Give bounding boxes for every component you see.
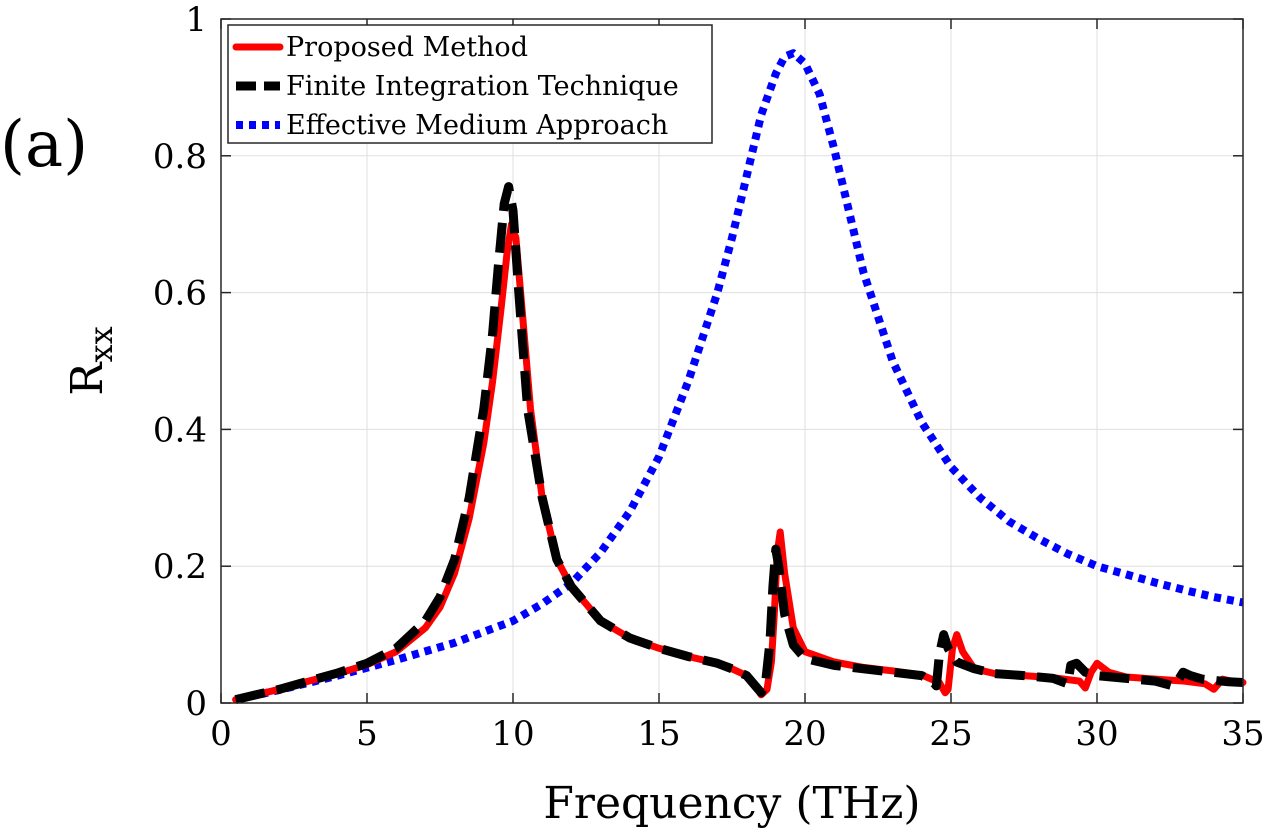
legend-label: Finite Integration Technique: [286, 71, 679, 102]
x-tick-label: 35: [1221, 714, 1264, 754]
y-tick-label: 1: [185, 0, 207, 40]
y-tick-label: 0.8: [153, 137, 207, 177]
y-tick-label: 0.2: [153, 547, 207, 587]
legend-item: Proposed Method: [232, 32, 528, 63]
plot-frame: [220, 18, 1244, 704]
panel-label: (a): [0, 108, 89, 182]
y-tick-label: 0: [185, 684, 207, 724]
y-axis-title-main: R: [62, 361, 113, 396]
x-tick-label: 25: [929, 714, 972, 754]
x-tick-label: 0: [210, 714, 232, 754]
series-effective-medium-approach: [234, 49, 1244, 704]
y-tick-label: 0.6: [153, 274, 207, 314]
y-axis-title: Rxx: [62, 326, 120, 395]
y-tick-label: 0.4: [153, 410, 207, 450]
legend-label: Proposed Method: [286, 32, 528, 63]
legend-item: Finite Integration Technique: [236, 71, 679, 102]
legend-label: Effective Medium Approach: [286, 110, 668, 141]
legend-item: Effective Medium Approach: [236, 110, 668, 141]
x-tick-label: 30: [1075, 714, 1118, 754]
ticks: 0 5 10 15 20 25 30 35 0 0.2 0.4 0.6 0.8 1: [153, 0, 1265, 754]
x-tick-label: 5: [356, 714, 378, 754]
x-axis-title: Frequency (THz): [543, 778, 920, 829]
x-tick-label: 10: [491, 714, 534, 754]
y-axis-title-sub: xx: [82, 326, 120, 362]
series-proposed-method: [232, 220, 1247, 704]
series-finite-integration-technique: [234, 182, 1244, 704]
legend-items: Proposed Method Finite Integration Techni…: [232, 32, 679, 141]
legend: Proposed Method Finite Integration Techni…: [227, 24, 713, 144]
series-layer: [232, 49, 1247, 704]
x-tick-label: 20: [783, 714, 826, 754]
x-tick-label: 15: [637, 714, 680, 754]
legend-box: [227, 24, 713, 144]
